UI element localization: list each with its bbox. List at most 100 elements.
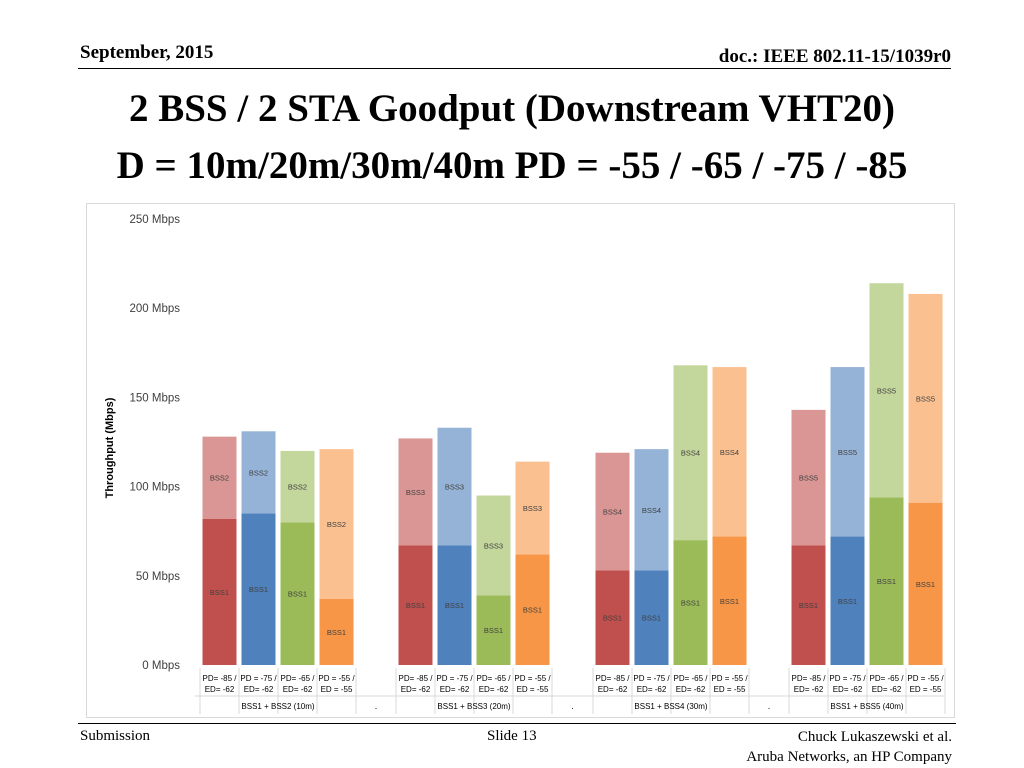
x-category-label: PD = -55 / xyxy=(711,674,748,683)
bar-bss1-segment xyxy=(830,536,865,665)
bar-segment-label: BSS3 xyxy=(406,488,425,497)
footer-submission: Submission xyxy=(80,728,151,744)
bar-other-bss-segment xyxy=(241,431,276,514)
bar-bss1-segment xyxy=(202,518,237,665)
bar-series: BSS1 BSS2 BSS1 BSS2 BSS1 BSS2 BSS1 BSS2 BSS1 BSS3… xyxy=(202,283,943,665)
x-category-label: PD = -55 / xyxy=(318,674,355,683)
x-category-label: PD = -75 / xyxy=(436,674,473,683)
bar-segment-label: BSS1 xyxy=(249,585,268,594)
x-category-label: ED= -62 xyxy=(598,685,628,694)
bar-other-bss-segment xyxy=(595,452,630,571)
header-rule xyxy=(78,68,951,69)
x-category-label: PD= -65 / xyxy=(673,674,708,683)
bar-other-bss-segment xyxy=(202,436,237,519)
bar-other-bss-segment xyxy=(280,450,315,523)
x-category-label: ED = -55 xyxy=(714,685,746,694)
x-category-label: PD = -55 / xyxy=(514,674,551,683)
bar-bss1-segment xyxy=(869,497,904,665)
bar-bss1-segment xyxy=(515,554,550,665)
y-tick-label: 0 Mbps xyxy=(142,660,180,672)
bar-segment-label: BSS2 xyxy=(327,520,346,529)
bar-segment-label: BSS3 xyxy=(484,541,503,550)
bar-other-bss-segment xyxy=(515,461,550,555)
bar-bss1-segment xyxy=(908,502,943,665)
y-axis-label: Throughput (Mbps) xyxy=(104,397,116,498)
bar-segment-label: BSS1 xyxy=(445,601,464,610)
bar-bss1-segment xyxy=(437,545,472,665)
bar-bss1-segment xyxy=(319,598,354,665)
bar-segment-label: BSS4 xyxy=(720,448,739,457)
slide-title-line2: D = 10m/20m/30m/40m PD = -55 / -65 / -75… xyxy=(116,144,908,187)
bar-segment-label: BSS3 xyxy=(523,504,542,513)
bar-segment-label: BSS1 xyxy=(642,614,661,623)
bar-segment-label: BSS4 xyxy=(681,449,700,458)
x-category-label: PD= -85 / xyxy=(595,674,630,683)
bar-segment-label: BSS4 xyxy=(642,506,661,515)
y-axis: 0 Mbps 50 Mbps 100 Mbps 150 Mbps 200 Mbps 250… xyxy=(129,214,180,672)
bar-bss1-segment xyxy=(634,570,669,665)
bar-segment-label: BSS4 xyxy=(603,508,622,517)
bar-other-bss-segment xyxy=(634,449,669,571)
bar-segment-label: BSS1 xyxy=(603,614,622,623)
bar-bss1-segment xyxy=(791,545,826,665)
bar-other-bss-segment xyxy=(673,365,708,541)
x-category-label: ED= -62 xyxy=(676,685,706,694)
header-date: September, 2015 xyxy=(80,42,214,63)
header-doc-id: doc.: IEEE 802.11-15/1039r0 xyxy=(718,46,951,67)
slide-title-line1: 2 BSS / 2 STA Goodput (Downstream VHT20) xyxy=(128,87,896,130)
bar-segment-label: BSS1 xyxy=(916,580,935,589)
x-category-label: PD= -85 / xyxy=(791,674,826,683)
chart-frame: 0 Mbps 50 Mbps 100 Mbps 150 Mbps 200 Mbps 250… xyxy=(86,203,955,718)
x-category-label: ED= -62 xyxy=(794,685,824,694)
bar-segment-label: BSS5 xyxy=(838,448,857,457)
y-tick-label: 250 Mbps xyxy=(129,214,180,226)
bar-bss1-segment xyxy=(241,513,276,665)
x-category-label: ED= -62 xyxy=(872,685,902,694)
x-category-label: ED= -62 xyxy=(283,685,313,694)
bar-segment-label: BSS1 xyxy=(210,588,229,597)
x-group-separator: . xyxy=(571,701,574,711)
x-category-label: ED= -62 xyxy=(637,685,667,694)
x-category-label: PD= -85 / xyxy=(398,674,433,683)
x-category-label: PD= -65 / xyxy=(869,674,904,683)
x-category-label: PD = -55 / xyxy=(907,674,944,683)
bar-segment-label: BSS1 xyxy=(799,601,818,610)
bar-segment-label: BSS3 xyxy=(445,483,464,492)
bar-segment-label: BSS1 xyxy=(327,628,346,637)
x-group-label: BSS1 + BSS4 (30m) xyxy=(634,702,707,711)
bar-bss1-segment xyxy=(280,522,315,665)
bar-segment-label: BSS1 xyxy=(523,606,542,615)
bar-segment-label: BSS5 xyxy=(916,394,935,403)
bar-segment-label: BSS5 xyxy=(799,474,818,483)
bar-other-bss-segment xyxy=(476,495,511,596)
x-category-label: ED= -62 xyxy=(440,685,470,694)
x-group-separator: . xyxy=(768,701,771,711)
x-category-label: ED= -62 xyxy=(244,685,274,694)
bar-bss1-segment xyxy=(476,595,511,665)
bar-bss1-segment xyxy=(712,536,747,665)
bar-segment-label: BSS1 xyxy=(877,577,896,586)
bar-segment-label: BSS1 xyxy=(681,599,700,608)
x-category-label: PD= -65 / xyxy=(476,674,511,683)
x-category-label: ED = -55 xyxy=(321,685,353,694)
x-group-label: BSS1 + BSS2 (10m) xyxy=(241,702,314,711)
x-category-label: ED = -55 xyxy=(910,685,942,694)
bar-segment-label: BSS1 xyxy=(720,597,739,606)
footer-author: Chuck Lukaszewski et al. xyxy=(797,729,952,745)
bar-segment-label: BSS1 xyxy=(406,601,425,610)
x-category-label: PD = -75 / xyxy=(240,674,277,683)
x-category-label: PD = -75 / xyxy=(633,674,670,683)
bar-other-bss-segment xyxy=(791,409,826,546)
x-category-label: PD = -75 / xyxy=(829,674,866,683)
x-category-label: ED= -62 xyxy=(833,685,863,694)
y-tick-label: 100 Mbps xyxy=(129,482,180,494)
bar-other-bss-segment xyxy=(830,367,865,537)
footer-rule xyxy=(78,723,956,724)
x-group-label: BSS1 + BSS3 (20m) xyxy=(437,702,510,711)
bar-segment-label: BSS2 xyxy=(210,474,229,483)
bar-other-bss-segment xyxy=(437,427,472,546)
x-axis-categories: PD= -85 / ED= -62 PD = -75 / ED= -62 PD= -65… xyxy=(195,668,946,714)
x-category-label: ED= -62 xyxy=(479,685,509,694)
y-tick-label: 50 Mbps xyxy=(136,571,180,583)
bar-segment-label: BSS1 xyxy=(288,590,307,599)
